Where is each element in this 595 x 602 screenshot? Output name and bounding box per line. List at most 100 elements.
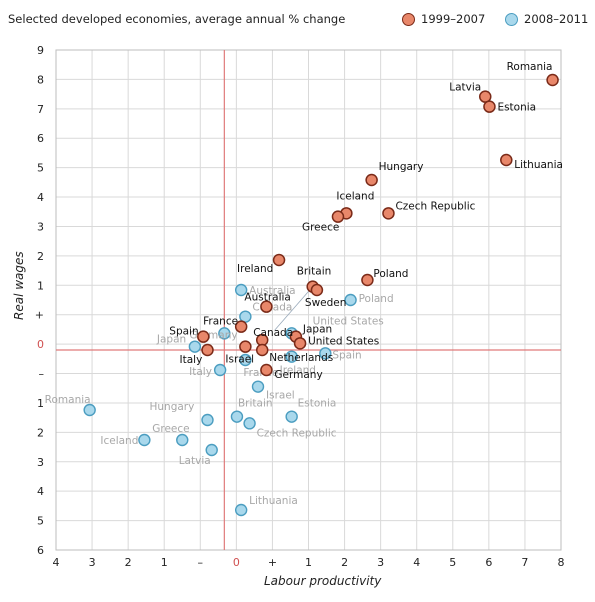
x-tick-label: –	[198, 556, 204, 569]
label-2008-2011-spain: Spain	[332, 349, 361, 361]
point-1999-2007-italy	[201, 343, 214, 357]
point-2008-2011-spain	[319, 347, 332, 360]
label-1999-2007-france: France	[203, 316, 238, 328]
point-1999-2007-poland	[361, 273, 374, 287]
x-tick-label: 4	[413, 556, 420, 569]
y-tick-label: 2	[37, 250, 44, 263]
plot-frame	[55, 49, 562, 551]
x-tick-label: 8	[558, 556, 565, 569]
point-2008-2011-britain	[230, 410, 244, 423]
x-tick-label: 2	[125, 556, 132, 569]
label-2008-2011-britain: Britain	[238, 398, 273, 410]
point-1999-2007-hungary	[365, 173, 378, 187]
point-2008-2011-estonia	[285, 410, 298, 423]
y-tick-label: 4	[37, 191, 44, 204]
legend-marker-2008-2011	[505, 12, 518, 26]
label-2008-2011-romania: Romania	[45, 394, 91, 406]
label-1999-2007-ireland: Ireland	[237, 263, 273, 275]
y-tick-label: 3	[37, 220, 44, 233]
chart-subtitle: Selected developed economies, average an…	[8, 12, 346, 26]
label-1999-2007-estonia: Estonia	[497, 102, 536, 114]
label-2008-2011-hungary: Hungary	[150, 401, 195, 413]
label-1999-2007-netherlands: Netherlands	[269, 352, 333, 364]
point-1999-2007-france	[234, 320, 248, 333]
legend-item-1999-2007: 1999–2007	[402, 12, 485, 26]
label-1999-2007-canada: Canada	[253, 327, 293, 339]
label-2008-2011-estonia: Estonia	[298, 398, 337, 410]
label-2008-2011-greece: Greece	[152, 423, 189, 435]
label-2008-2011-ireland: Ireland	[280, 365, 316, 377]
x-tick-label: 7	[521, 556, 528, 569]
y-tick-label: 9	[37, 44, 44, 57]
point-1999-2007-united-states	[293, 337, 307, 350]
point-1999-2007-spain	[197, 330, 210, 343]
point-2008-2011-romania	[83, 403, 96, 417]
point-1999-2007-czech-republic	[382, 207, 395, 220]
point-2008-2011-lithuania	[234, 503, 248, 517]
label-1999-2007-latvia: Latvia	[449, 82, 481, 94]
point-1999-2007-netherlands	[255, 343, 269, 357]
point-2008-2011-greece	[176, 433, 189, 447]
x-tick-label: 3	[377, 556, 384, 569]
point-2008-2011-france	[239, 353, 252, 367]
label-2008-2011-israel: Israel	[266, 390, 295, 402]
point-2008-2011-poland	[344, 293, 357, 307]
x-tick-label: 1	[161, 556, 168, 569]
label-2008-2011-italy: Italy	[189, 366, 212, 378]
label-2008-2011-lithuania: Lithuania	[249, 495, 298, 507]
label-2008-2011-iceland: Iceland	[100, 435, 138, 447]
y-tick-label: 0	[37, 338, 44, 351]
point-1999-2007-greece	[331, 210, 345, 223]
y-tick-label: 3	[37, 456, 44, 469]
point-2008-2011-israel	[251, 380, 265, 393]
x-tick-label: 1	[305, 556, 312, 569]
point-1999-2007-sweden	[310, 283, 324, 297]
label-1999-2007-hungary: Hungary	[379, 161, 424, 173]
y-tick-label: 6	[37, 544, 44, 557]
x-tick-label: 6	[485, 556, 492, 569]
y-tick-label: 5	[37, 162, 44, 175]
x-tick-label: 2	[341, 556, 348, 569]
y-tick-label: 5	[37, 515, 44, 528]
label-1999-2007-lithuania: Lithuania	[514, 159, 563, 171]
y-tick-label: 1	[37, 279, 44, 292]
label-1999-2007-britain: Britain	[297, 266, 332, 278]
point-2008-2011-hungary	[201, 413, 214, 427]
y-tick-label: 1	[37, 397, 44, 410]
label-1999-2007-spain: Spain	[169, 326, 198, 338]
y-tick-label: 2	[37, 426, 44, 439]
point-1999-2007-romania	[546, 73, 559, 87]
y-tick-label: 8	[37, 73, 44, 86]
legend-item-2008-2011: 2008–2011	[505, 12, 588, 26]
point-2008-2011-ireland	[285, 350, 298, 363]
x-axis-title: Labour productivity	[264, 574, 382, 588]
label-1999-2007-israel: Israel	[225, 354, 254, 366]
point-2008-2011-australia	[234, 283, 248, 297]
label-1999-2007-romania: Romania	[507, 61, 553, 73]
legend-label-2008-2011: 2008–2011	[524, 12, 589, 26]
label-2008-2011-united-states: United States	[313, 315, 384, 327]
y-axis-title: Real wages	[12, 251, 26, 320]
point-2008-2011-latvia	[205, 443, 218, 457]
label-2008-2011-japan: Japan	[156, 334, 186, 346]
label-1999-2007-greece: Greece	[302, 222, 339, 234]
point-1999-2007-estonia	[483, 100, 496, 113]
label-1999-2007-poland: Poland	[373, 268, 408, 280]
point-2008-2011-czech-republic	[243, 417, 256, 430]
label-1999-2007-sweden: Sweden	[305, 297, 347, 309]
point-2008-2011-iceland	[138, 433, 151, 447]
point-2008-2011-italy	[213, 363, 227, 377]
x-tick-label: +	[268, 556, 277, 569]
point-1999-2007-germany	[260, 363, 273, 377]
x-tick-label: 0	[233, 556, 240, 569]
y-tick-label: +	[35, 309, 44, 322]
label-1999-2007-japan: Japan	[302, 324, 332, 336]
label-2008-2011-poland: Poland	[359, 293, 394, 305]
label-leader-line	[274, 286, 314, 331]
point-2008-2011-japan	[188, 340, 202, 353]
y-tick-label: 6	[37, 132, 44, 145]
label-1999-2007-czech-republic: Czech Republic	[395, 200, 475, 212]
label-1999-2007-iceland: Iceland	[336, 190, 374, 202]
label-1999-2007-australia: Australia	[244, 292, 290, 304]
